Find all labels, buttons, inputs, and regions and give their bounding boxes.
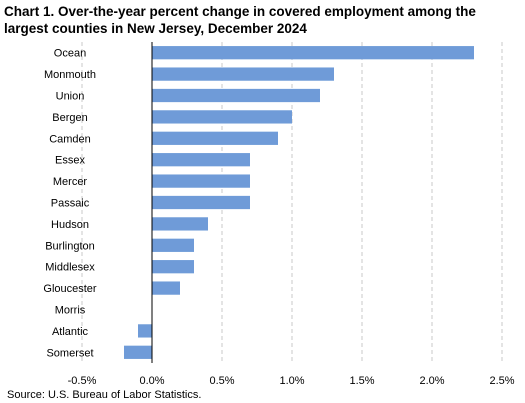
- bar-hudson: [152, 217, 208, 231]
- chart-title: Chart 1. Over-the-year percent change in…: [4, 4, 476, 36]
- bar-ocean: [152, 46, 474, 60]
- category-label: Burlington: [45, 240, 95, 252]
- x-tick-label: 2.5%: [489, 375, 514, 387]
- category-label: Mercer: [53, 176, 88, 188]
- category-label: Gloucester: [43, 283, 97, 295]
- category-label: Ocean: [54, 48, 86, 60]
- chart-source: Source: U.S. Bureau of Labor Statistics.: [7, 389, 202, 401]
- bar-gloucester: [152, 281, 180, 295]
- bar-mercer: [152, 174, 250, 188]
- bar-passaic: [152, 195, 250, 210]
- category-label: Union: [56, 91, 85, 103]
- category-label: Morris: [55, 305, 86, 317]
- category-label: Essex: [55, 155, 85, 167]
- category-label: Monmouth: [44, 69, 96, 81]
- bar-middlesex: [152, 260, 194, 274]
- x-tick-label: 2.0%: [419, 375, 444, 387]
- bar-atlantic: [138, 324, 152, 338]
- bar-somerset: [124, 345, 152, 359]
- bar-essex: [152, 153, 250, 167]
- bar-union: [152, 88, 320, 103]
- x-tick-label: 0.5%: [209, 375, 234, 387]
- category-label: Passaic: [51, 198, 90, 210]
- category-label: Camden: [49, 133, 91, 145]
- x-tick-label: 0.0%: [139, 375, 164, 387]
- x-tick-label: 1.5%: [349, 375, 374, 387]
- category-label: Atlantic: [52, 326, 89, 338]
- x-tick-label: 1.0%: [279, 375, 304, 387]
- x-tick-label: -0.5%: [68, 375, 97, 387]
- bar-camden: [152, 131, 278, 145]
- bar-burlington: [152, 238, 194, 252]
- category-label: Somerset: [46, 347, 93, 359]
- bar-bergen: [152, 110, 292, 124]
- category-label: Middlesex: [45, 262, 95, 274]
- category-label: Bergen: [52, 112, 87, 124]
- category-label: Hudson: [51, 219, 89, 231]
- bar-monmouth: [152, 67, 334, 81]
